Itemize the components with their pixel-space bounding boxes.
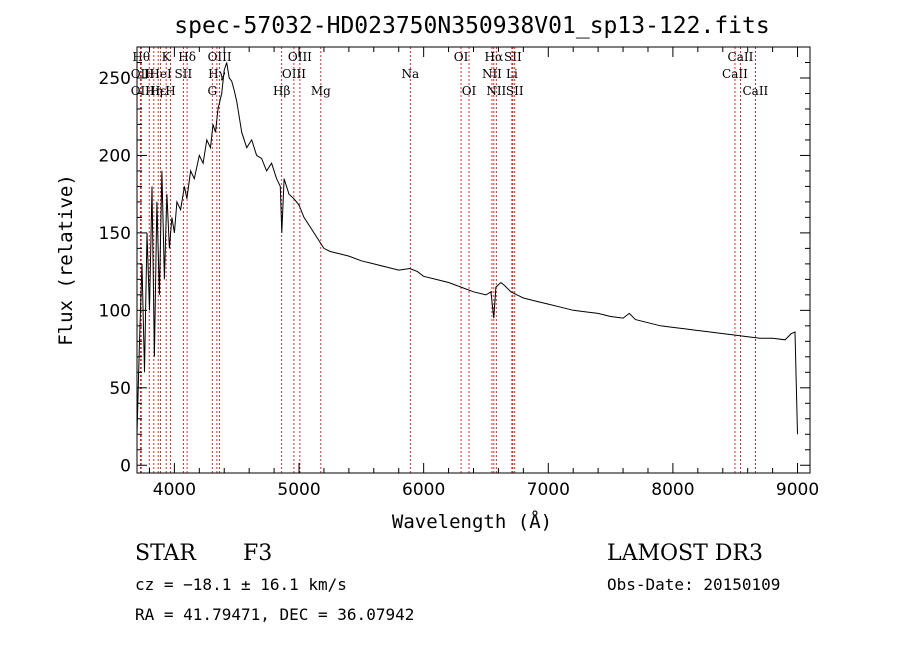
line-marker-label: SII bbox=[175, 67, 193, 81]
x-axis-label: Wavelength (Å) bbox=[392, 510, 552, 533]
line-marker-label: Na bbox=[401, 67, 419, 81]
line-marker-label: Hα bbox=[485, 50, 504, 64]
redshift-text: cz = −18.1 ± 16.1 km/s bbox=[135, 575, 347, 594]
line-marker-label: Li bbox=[506, 67, 518, 81]
line-marker-label: OII bbox=[131, 84, 151, 98]
line-marker-label: OI bbox=[454, 50, 469, 64]
line-marker-label: Hγ bbox=[208, 67, 226, 81]
line-marker-label: Mg bbox=[311, 84, 331, 98]
coordinates: RA = 41.79471, DEC = 36.07942 bbox=[135, 605, 414, 624]
line-marker-label: H bbox=[144, 67, 154, 81]
line-marker-label: CaII bbox=[722, 67, 748, 81]
x-tick-label: 4000 bbox=[153, 480, 196, 500]
line-marker-label: OIII bbox=[288, 50, 312, 64]
y-tick-label: 100 bbox=[99, 301, 131, 321]
line-marker-label: H bbox=[165, 84, 175, 98]
x-tick-label: 7000 bbox=[527, 480, 570, 500]
chart-title: spec-57032-HD023750N350938V01_sp13-122.f… bbox=[174, 13, 769, 39]
line-marker-label: G bbox=[207, 84, 217, 98]
y-tick-label: 250 bbox=[99, 69, 131, 89]
line-marker-label: K bbox=[162, 50, 172, 64]
line-marker-label: NII bbox=[482, 67, 502, 81]
object-class: STAR bbox=[135, 541, 197, 566]
line-marker-label: SII bbox=[504, 50, 522, 64]
y-axis-ticks: 0 50 100 150 200 250 bbox=[99, 61, 810, 476]
line-marker-label: CaII bbox=[742, 84, 768, 98]
y-tick-label: 150 bbox=[99, 224, 131, 244]
line-marker-label: Hε bbox=[150, 84, 167, 98]
line-marker-label: Hβ bbox=[273, 84, 290, 98]
line-marker-label: SII bbox=[506, 84, 524, 98]
x-tick-label: 5000 bbox=[277, 480, 320, 500]
x-axis-ticks: 4000 5000 6000 7000 8000 9000 bbox=[148, 47, 819, 500]
x-tick-label: 8000 bbox=[651, 480, 694, 500]
line-marker-label: Hδ bbox=[178, 50, 196, 64]
line-marker-label: OIII bbox=[208, 50, 232, 64]
y-tick-label: 0 bbox=[120, 456, 131, 476]
x-tick-label: 9000 bbox=[776, 480, 819, 500]
y-tick-label: 200 bbox=[99, 146, 131, 166]
line-marker-label: OI bbox=[462, 84, 477, 98]
line-markers: HθOIIOIIHHηHεHeIKHSIIHδGHγOIIIHβOIIIOIII… bbox=[131, 47, 769, 473]
survey-name: LAMOST DR3 bbox=[607, 541, 763, 566]
x-tick-label: 6000 bbox=[402, 480, 445, 500]
object-subclass: F3 bbox=[243, 541, 272, 566]
line-marker-label: HeI bbox=[149, 67, 172, 81]
y-tick-label: 50 bbox=[109, 379, 131, 399]
line-marker-label: CaII bbox=[728, 50, 754, 64]
obs-date: Obs-Date: 20150109 bbox=[607, 575, 780, 594]
y-axis-label: Flux (relative) bbox=[55, 174, 77, 346]
line-marker-label: Hθ bbox=[132, 50, 150, 64]
spectrum-line bbox=[136, 62, 798, 435]
line-marker-label: OIII bbox=[282, 67, 306, 81]
line-marker-label: NII bbox=[486, 84, 506, 98]
